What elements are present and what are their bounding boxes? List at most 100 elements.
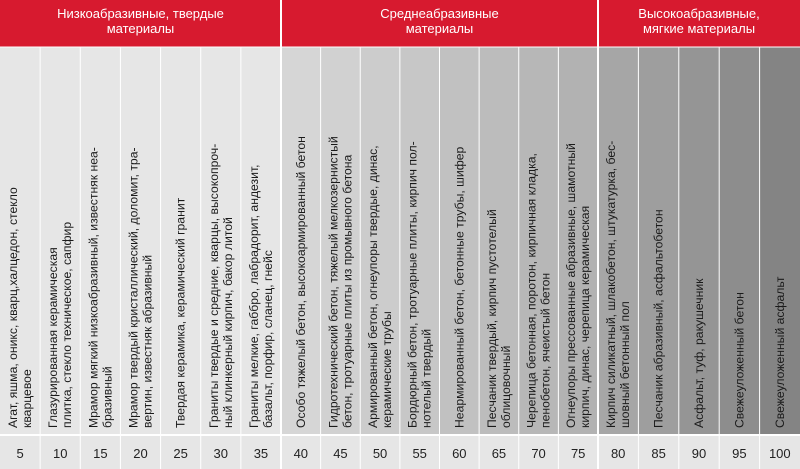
material-text: ный клинкерный кирпич, бакор литой (221, 217, 235, 428)
column-cell (678, 47, 720, 434)
value-cell (719, 436, 760, 469)
material-text: Мрамор твердый кристаллический, доломит,… (127, 147, 141, 428)
abrasiveness-value: 45 (333, 446, 347, 461)
abrasiveness-value: 15 (93, 446, 107, 461)
material-text: бразивный (100, 366, 114, 428)
material-text: Гидротехнический бетон, тяжелый мелкозер… (326, 136, 340, 428)
value-cell (558, 436, 598, 469)
abrasiveness-value: 65 (492, 446, 506, 461)
abrasiveness-value: 25 (173, 446, 187, 461)
column-cell (638, 47, 679, 434)
group-title: Высокоабразивные, (638, 6, 759, 21)
value-cell (240, 436, 281, 469)
column-cell (40, 47, 81, 434)
material-text: Мрамор мягкий низкоабразивный, известняк… (86, 147, 100, 428)
material-text: кварцевое (20, 369, 34, 428)
material-text: плитка, стекло техническое, сапфир (60, 222, 74, 428)
abrasiveness-value: 75 (571, 446, 585, 461)
column-cell (281, 47, 321, 434)
abrasiveness-value: 90 (692, 446, 706, 461)
material-text: Песчаник твердый, кирпич пустотелый (485, 209, 499, 428)
material-text: Агат, яшма, оникс, кварц,халцедон, стекл… (6, 187, 20, 428)
column-cell (0, 47, 41, 434)
abrasiveness-value: 95 (732, 446, 746, 461)
column-cell (160, 47, 201, 434)
abrasiveness-value: 35 (254, 446, 268, 461)
column-cell (200, 47, 241, 434)
column-cell (518, 47, 559, 434)
material-text: Свежеуложенный бетон (732, 292, 746, 428)
column-cell (240, 47, 281, 434)
material-text: бетон, тротуарные плиты из промывного бе… (340, 154, 354, 428)
column-cell (320, 47, 361, 434)
material-text: Глазурированная керамическая (46, 247, 60, 428)
material-text: кирпич, динас, черепица керамическая (578, 206, 592, 428)
value-cell (479, 436, 519, 469)
abrasiveness-value: 100 (769, 446, 791, 461)
value-cell (638, 436, 679, 469)
material-text: Свежеуложенный асфальт (773, 276, 787, 428)
material-text: вертин, известняк абразивный (141, 255, 155, 428)
value-cell (160, 436, 201, 469)
value-cell (320, 436, 361, 469)
group-header (0, 0, 281, 47)
group-title: Низкоабразивные, твердые (57, 6, 224, 21)
group-header (281, 0, 598, 47)
value-cell (399, 436, 440, 469)
abrasiveness-value: 70 (531, 446, 545, 461)
value-cell (0, 436, 41, 469)
material-text: облицовочный (499, 346, 513, 428)
value-cell (200, 436, 241, 469)
group-header (598, 0, 800, 47)
abrasiveness-value: 60 (452, 446, 466, 461)
material-text: Кирпич силикатный, шлакобетон, штукатурк… (604, 141, 618, 428)
column-cell (439, 47, 480, 434)
value-cell (120, 436, 161, 469)
material-text: Особо тяжелый бетон, высокоармированный … (294, 136, 308, 428)
material-text: Неармированный бетон, бетонные трубы, ши… (452, 146, 466, 428)
abrasiveness-value: 85 (651, 446, 665, 461)
abrasiveness-value: 10 (53, 446, 67, 461)
column-cell (120, 47, 161, 434)
value-cell (678, 436, 720, 469)
material-text: керамические трубы (380, 311, 394, 428)
value-cell (759, 436, 800, 469)
abrasiveness-value: 55 (412, 446, 426, 461)
value-cell (40, 436, 81, 469)
group-title: Среднеабразивные (380, 6, 498, 21)
material-text: шовный бетонный пол (618, 301, 632, 428)
abrasiveness-value: 50 (373, 446, 387, 461)
column-cell (759, 47, 800, 434)
material-text: Армированный бетон, огнеупоры твердые, д… (366, 145, 380, 428)
value-cell (281, 436, 321, 469)
value-cell (518, 436, 559, 469)
material-text: Песчаник абразивный, асфальтобетон (652, 209, 666, 428)
material-text: Твердая керамика, керамический гранит (174, 197, 188, 428)
abrasiveness-value: 40 (294, 446, 308, 461)
column-cell (360, 47, 400, 434)
column-cell (80, 47, 121, 434)
material-text: Черепица бетонная, поротон, кирпичная кл… (525, 153, 539, 428)
value-cell (439, 436, 480, 469)
material-text: Бордюрный бетон, тротуарные плиты, кирпи… (406, 141, 420, 428)
material-text: базальт, порфир, сланец, гнейс (261, 250, 275, 428)
abrasiveness-value: 20 (133, 446, 147, 461)
value-cell (360, 436, 400, 469)
group-title: материалы (107, 21, 175, 36)
column-cell (598, 47, 639, 434)
column-cell (558, 47, 598, 434)
group-title: мягкие материалы (643, 21, 755, 36)
abrasiveness-value: 80 (611, 446, 625, 461)
column-cell (479, 47, 519, 434)
material-text: пенобетон, ячеистый бетон (539, 273, 553, 428)
value-cell (80, 436, 121, 469)
material-text: Огнеупоры прессованные абразивные, шамот… (564, 143, 578, 428)
material-text: нотелый твердый (420, 329, 434, 428)
group-title: материалы (406, 21, 474, 36)
column-cell (399, 47, 440, 434)
column-cell (719, 47, 760, 434)
abrasiveness-value: 5 (16, 446, 23, 461)
value-cell (598, 436, 639, 469)
